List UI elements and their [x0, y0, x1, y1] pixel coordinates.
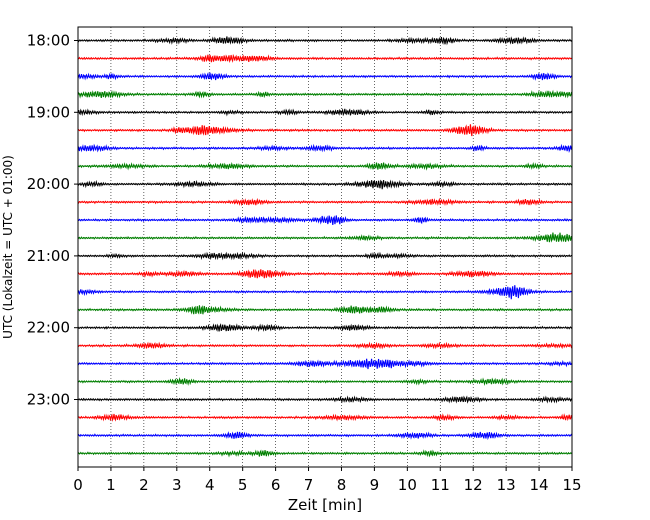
- trace-line: [77, 161, 573, 171]
- x-tick-label: 3: [172, 476, 182, 494]
- x-tick-label: 12: [464, 476, 483, 494]
- x-axis-ticks: 0 1 2 3 4 5 6 7 8 9 10 11 12 13 14 15: [73, 467, 582, 494]
- trace-group: [77, 36, 573, 458]
- y-tick-label: 23:00: [27, 391, 70, 409]
- trace-line: [77, 36, 573, 46]
- x-tick-label: 13: [497, 476, 516, 494]
- trace-line: [77, 305, 573, 315]
- x-tick-label: 0: [73, 476, 83, 494]
- x-tick-label: 8: [337, 476, 347, 494]
- trace-line: [77, 215, 573, 225]
- x-tick-label: 4: [205, 476, 215, 494]
- trace-line: [77, 197, 573, 207]
- trace-line: [77, 179, 573, 190]
- trace-line: [77, 377, 573, 386]
- x-tick-label: 15: [562, 476, 581, 494]
- x-tick-label: 10: [398, 476, 417, 494]
- trace-line: [77, 108, 573, 117]
- trace-line: [77, 285, 573, 300]
- x-tick-label: 1: [106, 476, 116, 494]
- y-tick-label: 21:00: [27, 247, 70, 265]
- y-axis-label: UTC (Lokalzeit = UTC + 01:00): [1, 155, 15, 339]
- trace-line: [77, 431, 573, 441]
- trace-line: [77, 323, 573, 332]
- y-tick-label: 20:00: [27, 175, 70, 193]
- trace-line: [77, 358, 573, 370]
- y-tick-label: 18:00: [27, 32, 70, 50]
- trace-line: [77, 269, 573, 279]
- trace-line: [77, 53, 573, 63]
- y-tick-label: 19:00: [27, 103, 70, 121]
- x-tick-label: 7: [304, 476, 314, 494]
- x-tick-label: 11: [431, 476, 450, 494]
- trace-line: [77, 251, 573, 261]
- trace-line: [77, 413, 573, 422]
- x-tick-label: 6: [271, 476, 281, 494]
- x-axis-label: Zeit [min]: [288, 496, 362, 514]
- trace-line: [77, 449, 573, 458]
- trace-line: [77, 395, 573, 404]
- plot-frame: [77, 26, 573, 468]
- x-tick-label: 2: [139, 476, 149, 494]
- y-tick-label: 22:00: [27, 319, 70, 337]
- trace-line: [77, 89, 573, 99]
- trace-line: [77, 124, 573, 137]
- x-tick-label: 14: [530, 476, 549, 494]
- trace-line: [77, 71, 573, 81]
- y-axis-ticks: 18:00 19:00 20:00 21:00 22:00 23:00: [27, 32, 78, 409]
- plot-background: [78, 27, 572, 467]
- trace-line: [77, 341, 573, 350]
- vertical-grid: [110, 27, 540, 467]
- trace-line: [77, 232, 573, 243]
- x-tick-label: 5: [238, 476, 248, 494]
- trace-line: [77, 143, 573, 154]
- x-tick-label: 9: [370, 476, 380, 494]
